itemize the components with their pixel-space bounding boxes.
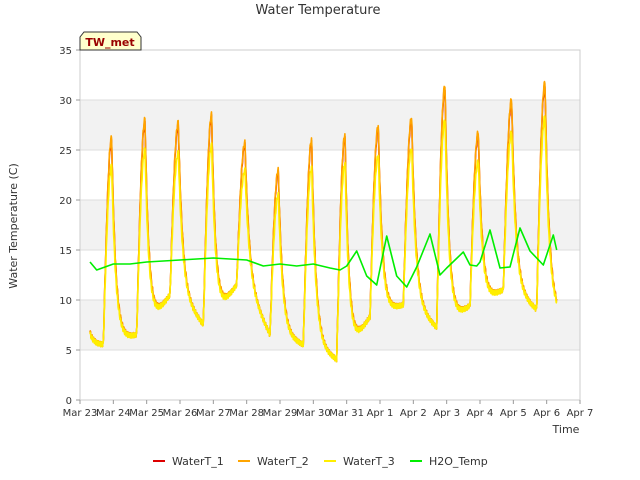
x-axis-label: Time: [552, 423, 580, 436]
series-line-watert-3: [89, 115, 558, 363]
x-tick-label: Mar 24: [96, 408, 131, 419]
y-tick-label: 0: [66, 396, 72, 407]
y-tick-label: 5: [66, 346, 72, 357]
x-tick-label: Mar 27: [196, 408, 231, 419]
series-line-h2o-temp: [89, 227, 558, 288]
x-tick-label: Mar 23: [63, 408, 98, 419]
plot-band: [80, 100, 580, 150]
x-tick-label: Mar 28: [229, 408, 264, 419]
y-tick-label: 35: [59, 46, 72, 57]
x-tick-label: Apr 1: [367, 408, 394, 419]
x-tick-label: Mar 31: [329, 408, 364, 419]
station-label-text: TW_met: [85, 36, 134, 49]
x-tick-label: Apr 6: [533, 408, 560, 419]
legend: WaterT_1 WaterT_2 WaterT_3 H2O_Temp: [153, 455, 488, 468]
x-tick-label: Apr 5: [500, 408, 527, 419]
legend-label: H2O_Temp: [429, 455, 488, 468]
x-tick-label: Apr 4: [467, 408, 494, 419]
x-tick-label: Mar 26: [163, 408, 198, 419]
y-tick-label: 25: [59, 146, 72, 157]
x-tick-label: Mar 25: [129, 408, 164, 419]
y-tick-label: 20: [59, 196, 72, 207]
x-tick-label: Mar 29: [263, 408, 298, 419]
x-tick-label: Mar 30: [296, 408, 331, 419]
legend-label: WaterT_3: [343, 455, 395, 468]
station-label-box: TW_met: [79, 31, 142, 51]
x-tick-label: Apr 3: [433, 408, 460, 419]
plot-frame: [79, 49, 581, 401]
legend-label: WaterT_1: [172, 455, 224, 468]
x-tick-label: Apr 2: [400, 408, 427, 419]
legend-label: WaterT_2: [257, 455, 309, 468]
y-tick-label: 10: [59, 296, 72, 307]
y-tick-label: 15: [59, 246, 72, 257]
plot-band: [80, 300, 580, 350]
y-tick-label: 30: [59, 96, 72, 107]
y-axis: 0 5 10 15 20 25 30 35: [59, 46, 80, 407]
chart-title: Water Temperature: [256, 3, 381, 18]
x-tick-label: Apr 7: [567, 408, 594, 419]
y-axis-label: Water Temperature (C): [7, 163, 20, 288]
plot-band: [80, 200, 580, 250]
series-layer: [89, 80, 558, 363]
